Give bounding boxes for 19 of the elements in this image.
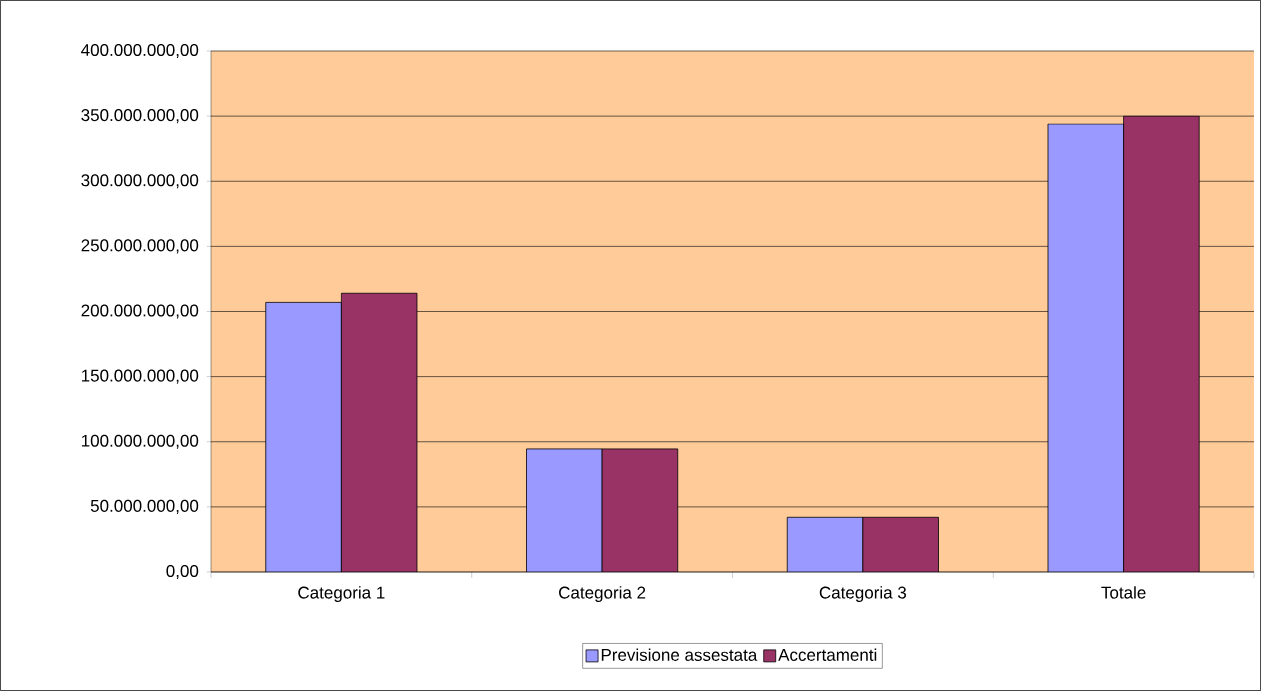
y-tick-label: 300.000.000,00 <box>81 174 199 189</box>
y-tick-label: 350.000.000,00 <box>81 109 199 124</box>
bar <box>1123 115 1200 572</box>
y-tick-label: 0,00 <box>166 564 199 580</box>
y-tick-label: 400.000.000,00 <box>81 43 199 59</box>
x-tick-label: Totale <box>1101 586 1146 599</box>
bar <box>862 516 939 572</box>
y-tick-label: 250.000.000,00 <box>81 239 199 254</box>
x-tick-label: Categoria 2 <box>559 586 646 602</box>
y-tick-label: 50.000.000,00 <box>90 499 199 514</box>
y-tick-label: 150.000.000,00 <box>82 369 199 384</box>
legend-label: Accertamenti <box>778 648 877 661</box>
x-tick-label: Categoria 1 <box>298 586 385 602</box>
legend-label: Previsione assestata <box>601 648 758 661</box>
y-tick-label: 100.000.000,00 <box>82 434 199 449</box>
x-tick-label: Categoria 3 <box>819 586 907 602</box>
y-tick-label: 200.000.000,00 <box>81 304 199 319</box>
bar <box>601 448 679 572</box>
bar <box>340 292 418 572</box>
